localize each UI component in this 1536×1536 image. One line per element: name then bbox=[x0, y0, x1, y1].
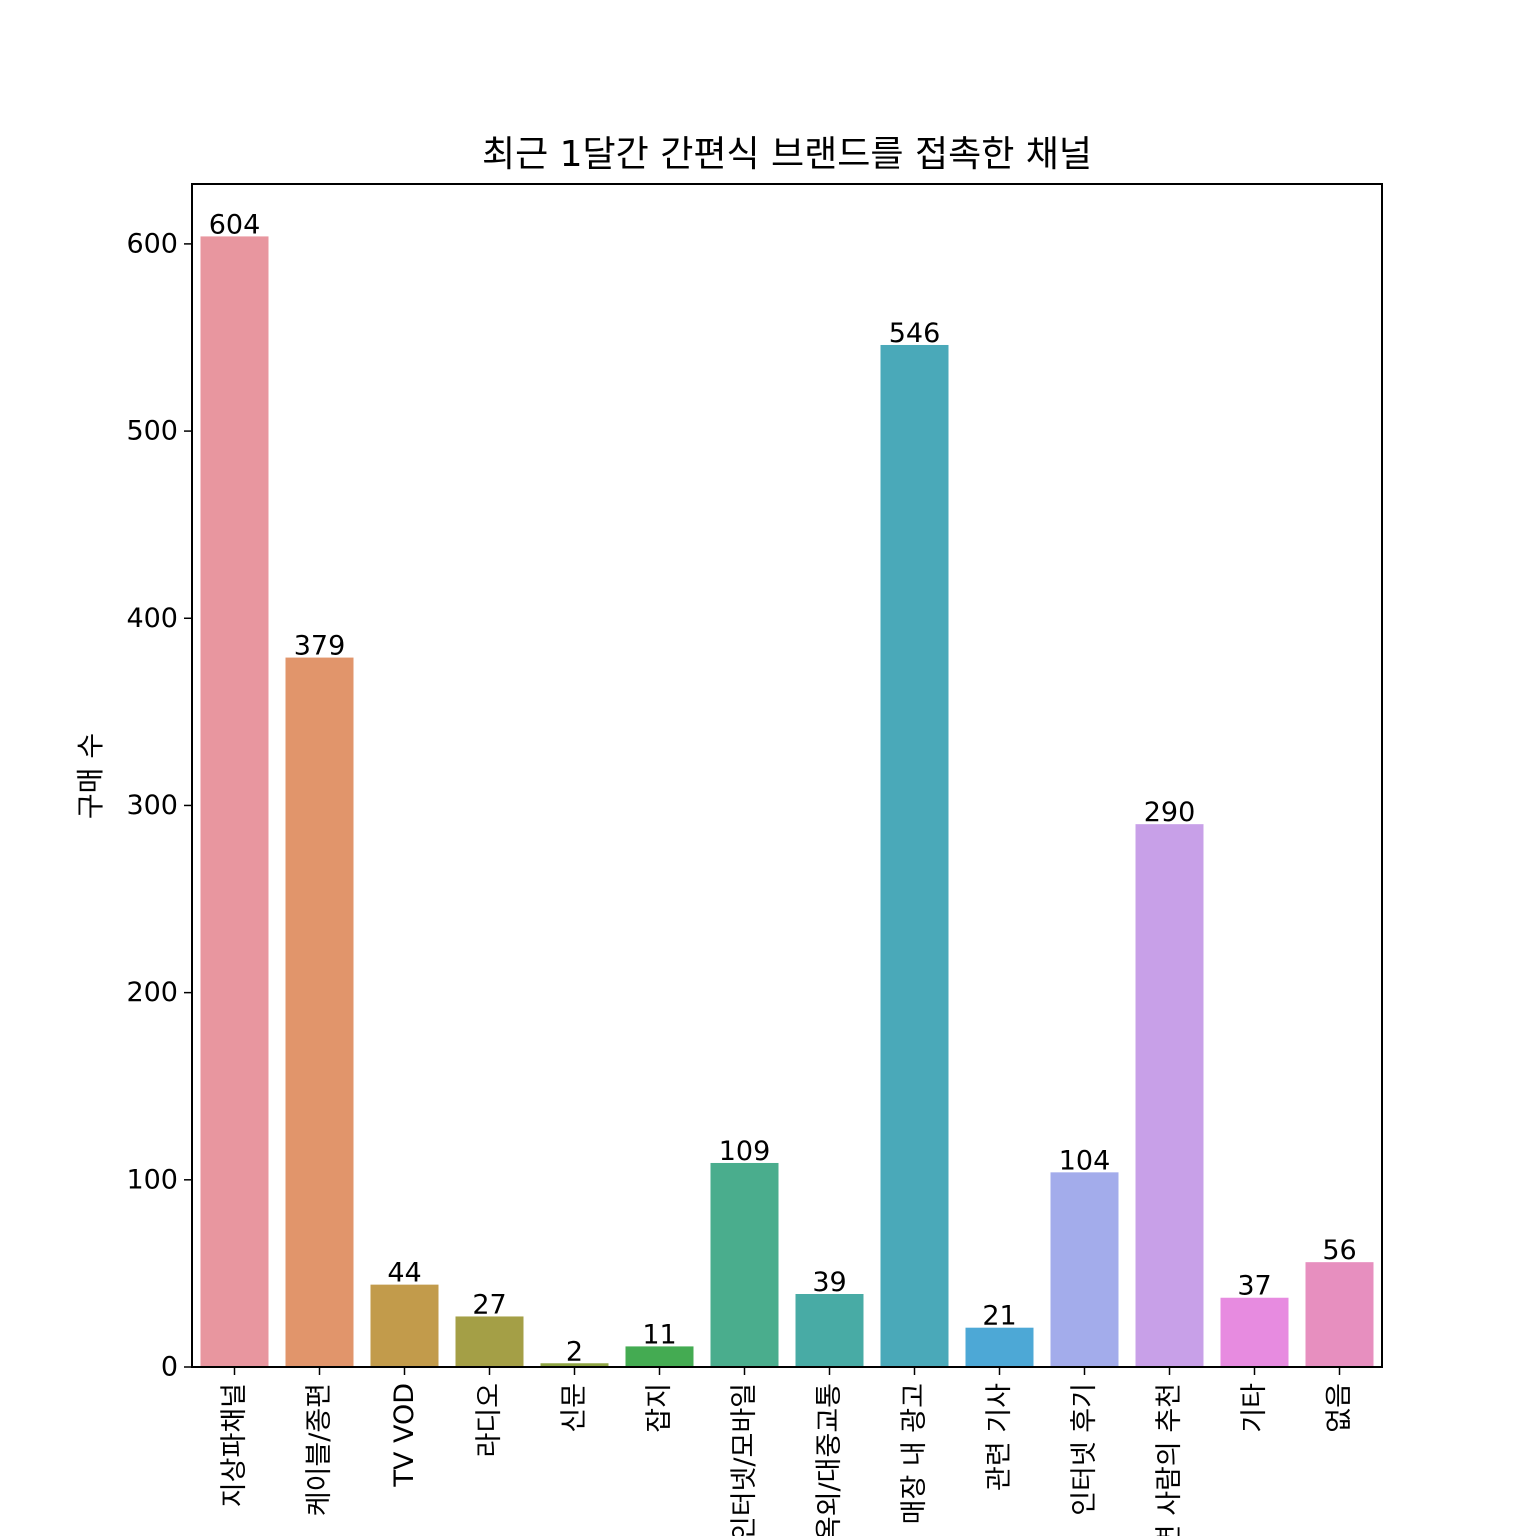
value-label-2: 44 bbox=[387, 1258, 421, 1289]
y-tick-label-3: 300 bbox=[126, 790, 178, 821]
value-labels-layer: 604 379 44 27 2 11 109 39 546 21 104 290 37 56 bbox=[209, 209, 1357, 1367]
x-tick-label-12: 기타 bbox=[1239, 1383, 1270, 1433]
value-label-13: 56 bbox=[1322, 1235, 1356, 1266]
value-label-3: 27 bbox=[472, 1289, 506, 1320]
value-label-5: 11 bbox=[642, 1319, 676, 1350]
x-axis: 지상파채널 케이블/종편 TV VOD 라디오 신문 잡지 인터넷/모바일 옥외/대중교통 매장… bbox=[219, 1367, 1355, 1536]
bar-8 bbox=[880, 344, 949, 1367]
bar-4 bbox=[540, 1363, 609, 1367]
value-label-4: 2 bbox=[566, 1336, 583, 1367]
x-tick-label-13: 없음 bbox=[1324, 1383, 1355, 1433]
value-label-1: 379 bbox=[294, 631, 346, 662]
x-tick-label-9: 관련 기사 bbox=[984, 1383, 1015, 1491]
x-tick-label-3: 라디오 bbox=[474, 1383, 505, 1458]
bar-7 bbox=[795, 1293, 864, 1367]
bar-2 bbox=[370, 1284, 439, 1367]
x-tick-label-1: 케이블/종편 bbox=[304, 1383, 335, 1516]
x-tick-label-5: 잡지 bbox=[644, 1383, 675, 1433]
x-tick-label-11: 주변 사람의 추천 bbox=[1154, 1383, 1185, 1536]
x-tick-label-2: TV VOD bbox=[389, 1383, 420, 1488]
value-label-10: 104 bbox=[1059, 1145, 1111, 1176]
bar-11 bbox=[1135, 824, 1204, 1367]
bar-10 bbox=[1050, 1172, 1119, 1367]
bars-layer bbox=[200, 236, 1374, 1368]
bar-3 bbox=[455, 1316, 524, 1367]
y-tick-label-6: 600 bbox=[126, 228, 178, 259]
y-tick-label-4: 400 bbox=[126, 603, 178, 634]
bar-12 bbox=[1220, 1297, 1289, 1367]
value-label-9: 21 bbox=[982, 1301, 1016, 1332]
bar-1 bbox=[285, 657, 354, 1367]
bar-0 bbox=[200, 236, 269, 1368]
y-tick-label-2: 200 bbox=[126, 977, 178, 1008]
value-label-6: 109 bbox=[719, 1136, 771, 1167]
plot-frame bbox=[191, 183, 1383, 1368]
x-tick-label-0: 지상파채널 bbox=[219, 1383, 250, 1507]
chart-title: 최근 1달간 간편식 브랜드를 접촉한 채널 bbox=[482, 134, 1092, 175]
value-label-12: 37 bbox=[1237, 1271, 1271, 1302]
value-label-11: 290 bbox=[1144, 797, 1196, 828]
x-tick-label-7: 옥외/대중교통 bbox=[814, 1383, 845, 1536]
x-tick-label-6: 인터넷/모바일 bbox=[729, 1383, 760, 1536]
y-tick-label-0: 0 bbox=[161, 1352, 178, 1383]
value-label-8: 546 bbox=[889, 318, 941, 349]
y-axis: 0 100 200 300 400 500 600 bbox=[126, 228, 192, 1383]
y-tick-label-5: 500 bbox=[126, 416, 178, 447]
bar-13 bbox=[1305, 1262, 1374, 1367]
bar-5 bbox=[625, 1346, 694, 1367]
y-tick-label-1: 100 bbox=[126, 1164, 178, 1195]
value-label-0: 604 bbox=[209, 209, 261, 240]
x-tick-label-4: 신문 bbox=[559, 1383, 590, 1433]
x-tick-label-10: 인터넷 후기 bbox=[1069, 1383, 1100, 1516]
y-axis-label: 구매 수 bbox=[74, 733, 107, 819]
value-label-7: 39 bbox=[812, 1267, 846, 1298]
x-tick-label-8: 매장 내 광고 bbox=[899, 1383, 930, 1524]
bar-6 bbox=[710, 1162, 779, 1367]
bar-9 bbox=[965, 1327, 1034, 1367]
